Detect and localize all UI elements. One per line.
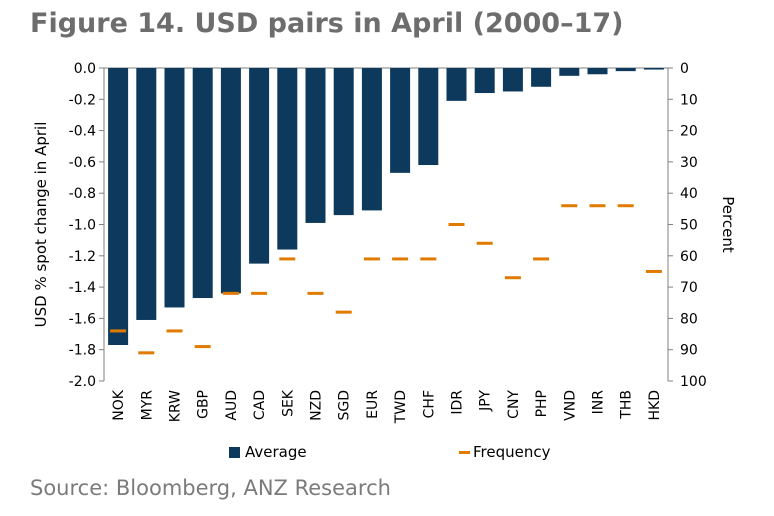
x-axis: NOK MYR KRW GBP AUD CAD SEK NZD SGD EUR TWD CHF IDR J… bbox=[111, 389, 663, 424]
left-tick-label: -0.4 bbox=[69, 124, 96, 140]
bar-vnd bbox=[559, 68, 580, 76]
plot-frame bbox=[103, 67, 669, 381]
right-tick-label: 100 bbox=[680, 374, 707, 390]
left-tick-label: -1.0 bbox=[69, 218, 96, 234]
category-label: HKD bbox=[647, 390, 663, 421]
frequency-marker-idr bbox=[448, 223, 465, 226]
right-tick-label: 80 bbox=[680, 311, 698, 327]
bar-twd bbox=[390, 68, 411, 173]
left-axis-title: USD % spot change in April bbox=[32, 122, 50, 328]
frequency-marker-eur bbox=[363, 257, 380, 261]
bar-sek bbox=[277, 68, 298, 250]
legend-frequency-label: Frequency bbox=[473, 443, 551, 461]
right-tick-label: 40 bbox=[680, 186, 698, 202]
right-tick-label: 30 bbox=[680, 155, 698, 171]
category-label: SGD bbox=[337, 390, 353, 421]
category-label: AUD bbox=[224, 390, 240, 421]
frequency-markers bbox=[110, 204, 662, 355]
frequency-marker-thb bbox=[617, 204, 634, 208]
category-label: EUR bbox=[365, 390, 381, 419]
frequency-marker-hkd bbox=[645, 269, 662, 273]
left-tick-label: -1.6 bbox=[69, 311, 96, 327]
bar-nzd bbox=[305, 68, 326, 223]
bar-aud bbox=[220, 68, 241, 294]
frequency-marker-twd bbox=[392, 257, 409, 261]
frequency-marker-chf bbox=[420, 257, 437, 261]
category-label: CHF bbox=[421, 390, 437, 418]
left-tick-label: -2.0 bbox=[69, 374, 96, 390]
category-label: INR bbox=[591, 390, 607, 415]
category-label: MYR bbox=[139, 390, 155, 421]
bar-nok bbox=[108, 68, 129, 346]
bar-php bbox=[531, 68, 552, 87]
figure-title: Figure 14. USD pairs in April (2000–17) bbox=[30, 8, 624, 39]
category-label: IDR bbox=[450, 390, 466, 415]
right-tick-label: 0 bbox=[680, 61, 689, 77]
bar-jpy bbox=[474, 68, 495, 94]
category-label: GBP bbox=[196, 390, 212, 419]
frequency-marker-gbp bbox=[194, 345, 211, 349]
left-axis: 0.0 -0.2 -0.4 -0.6 -0.8 -1.0 -1.2 -1.4 -1.6 -1.8 -… bbox=[32, 61, 104, 390]
right-tick-label: 70 bbox=[680, 280, 698, 296]
bar-hkd bbox=[643, 68, 664, 70]
frequency-marker-cad bbox=[251, 291, 268, 295]
bar-sgd bbox=[333, 68, 354, 216]
right-tick-label: 50 bbox=[680, 218, 698, 234]
legend: Average Frequency bbox=[229, 443, 551, 461]
bar-cad bbox=[249, 68, 270, 264]
left-tick-label: -1.4 bbox=[69, 280, 96, 296]
bar-idr bbox=[446, 68, 467, 101]
bar-krw bbox=[164, 68, 185, 308]
category-label: CAD bbox=[252, 390, 268, 420]
frequency-marker-inr bbox=[589, 204, 606, 208]
category-label: CNY bbox=[506, 390, 522, 419]
bar-gbp bbox=[192, 68, 213, 299]
frequency-marker-myr bbox=[138, 351, 155, 355]
frequency-marker-sek bbox=[279, 257, 296, 261]
frequency-marker-aud bbox=[222, 291, 239, 295]
left-tick-label: -1.2 bbox=[69, 249, 96, 265]
right-axis: 0 10 20 30 40 50 60 70 80 90 100 Percent bbox=[668, 61, 737, 390]
left-tick-label: -0.8 bbox=[69, 186, 96, 202]
frequency-marker-nok bbox=[110, 329, 127, 333]
bar-cny bbox=[502, 68, 523, 92]
frequency-marker-cny bbox=[504, 276, 521, 280]
frequency-marker-php bbox=[533, 257, 550, 261]
frequency-marker-sgd bbox=[335, 310, 352, 314]
left-tick-label: -0.2 bbox=[69, 92, 96, 108]
frequency-marker-krw bbox=[166, 329, 183, 333]
category-label: NOK bbox=[111, 389, 127, 420]
bar-thb bbox=[615, 68, 636, 72]
legend-frequency-swatch bbox=[459, 451, 470, 454]
frequency-marker-nzd bbox=[307, 291, 324, 295]
category-label: VND bbox=[562, 390, 578, 421]
right-tick-label: 10 bbox=[680, 92, 698, 108]
category-label: THB bbox=[619, 390, 635, 420]
category-label: TWD bbox=[393, 390, 409, 424]
bar-inr bbox=[587, 68, 608, 75]
source-note: Source: Bloomberg, ANZ Research bbox=[30, 476, 391, 500]
bar-chf bbox=[418, 68, 439, 166]
frequency-marker-vnd bbox=[561, 204, 578, 208]
right-tick-label: 60 bbox=[680, 249, 698, 265]
average-bars bbox=[108, 68, 664, 346]
right-tick-label: 90 bbox=[680, 343, 698, 359]
right-axis-title: Percent bbox=[719, 196, 737, 253]
legend-average-swatch bbox=[229, 447, 240, 458]
right-tick-label: 20 bbox=[680, 124, 698, 140]
category-label: NZD bbox=[309, 390, 325, 421]
bar-myr bbox=[136, 68, 157, 320]
left-tick-label: -1.8 bbox=[69, 343, 96, 359]
frequency-marker-jpy bbox=[476, 241, 493, 245]
category-label: JPY bbox=[478, 390, 494, 412]
bar-eur bbox=[361, 68, 382, 211]
category-label: PHP bbox=[534, 390, 550, 417]
left-tick-label: 0.0 bbox=[74, 61, 96, 77]
legend-average-label: Average bbox=[245, 443, 307, 461]
left-tick-label: -0.6 bbox=[69, 155, 96, 171]
category-label: SEK bbox=[280, 389, 296, 417]
category-label: KRW bbox=[168, 390, 184, 422]
